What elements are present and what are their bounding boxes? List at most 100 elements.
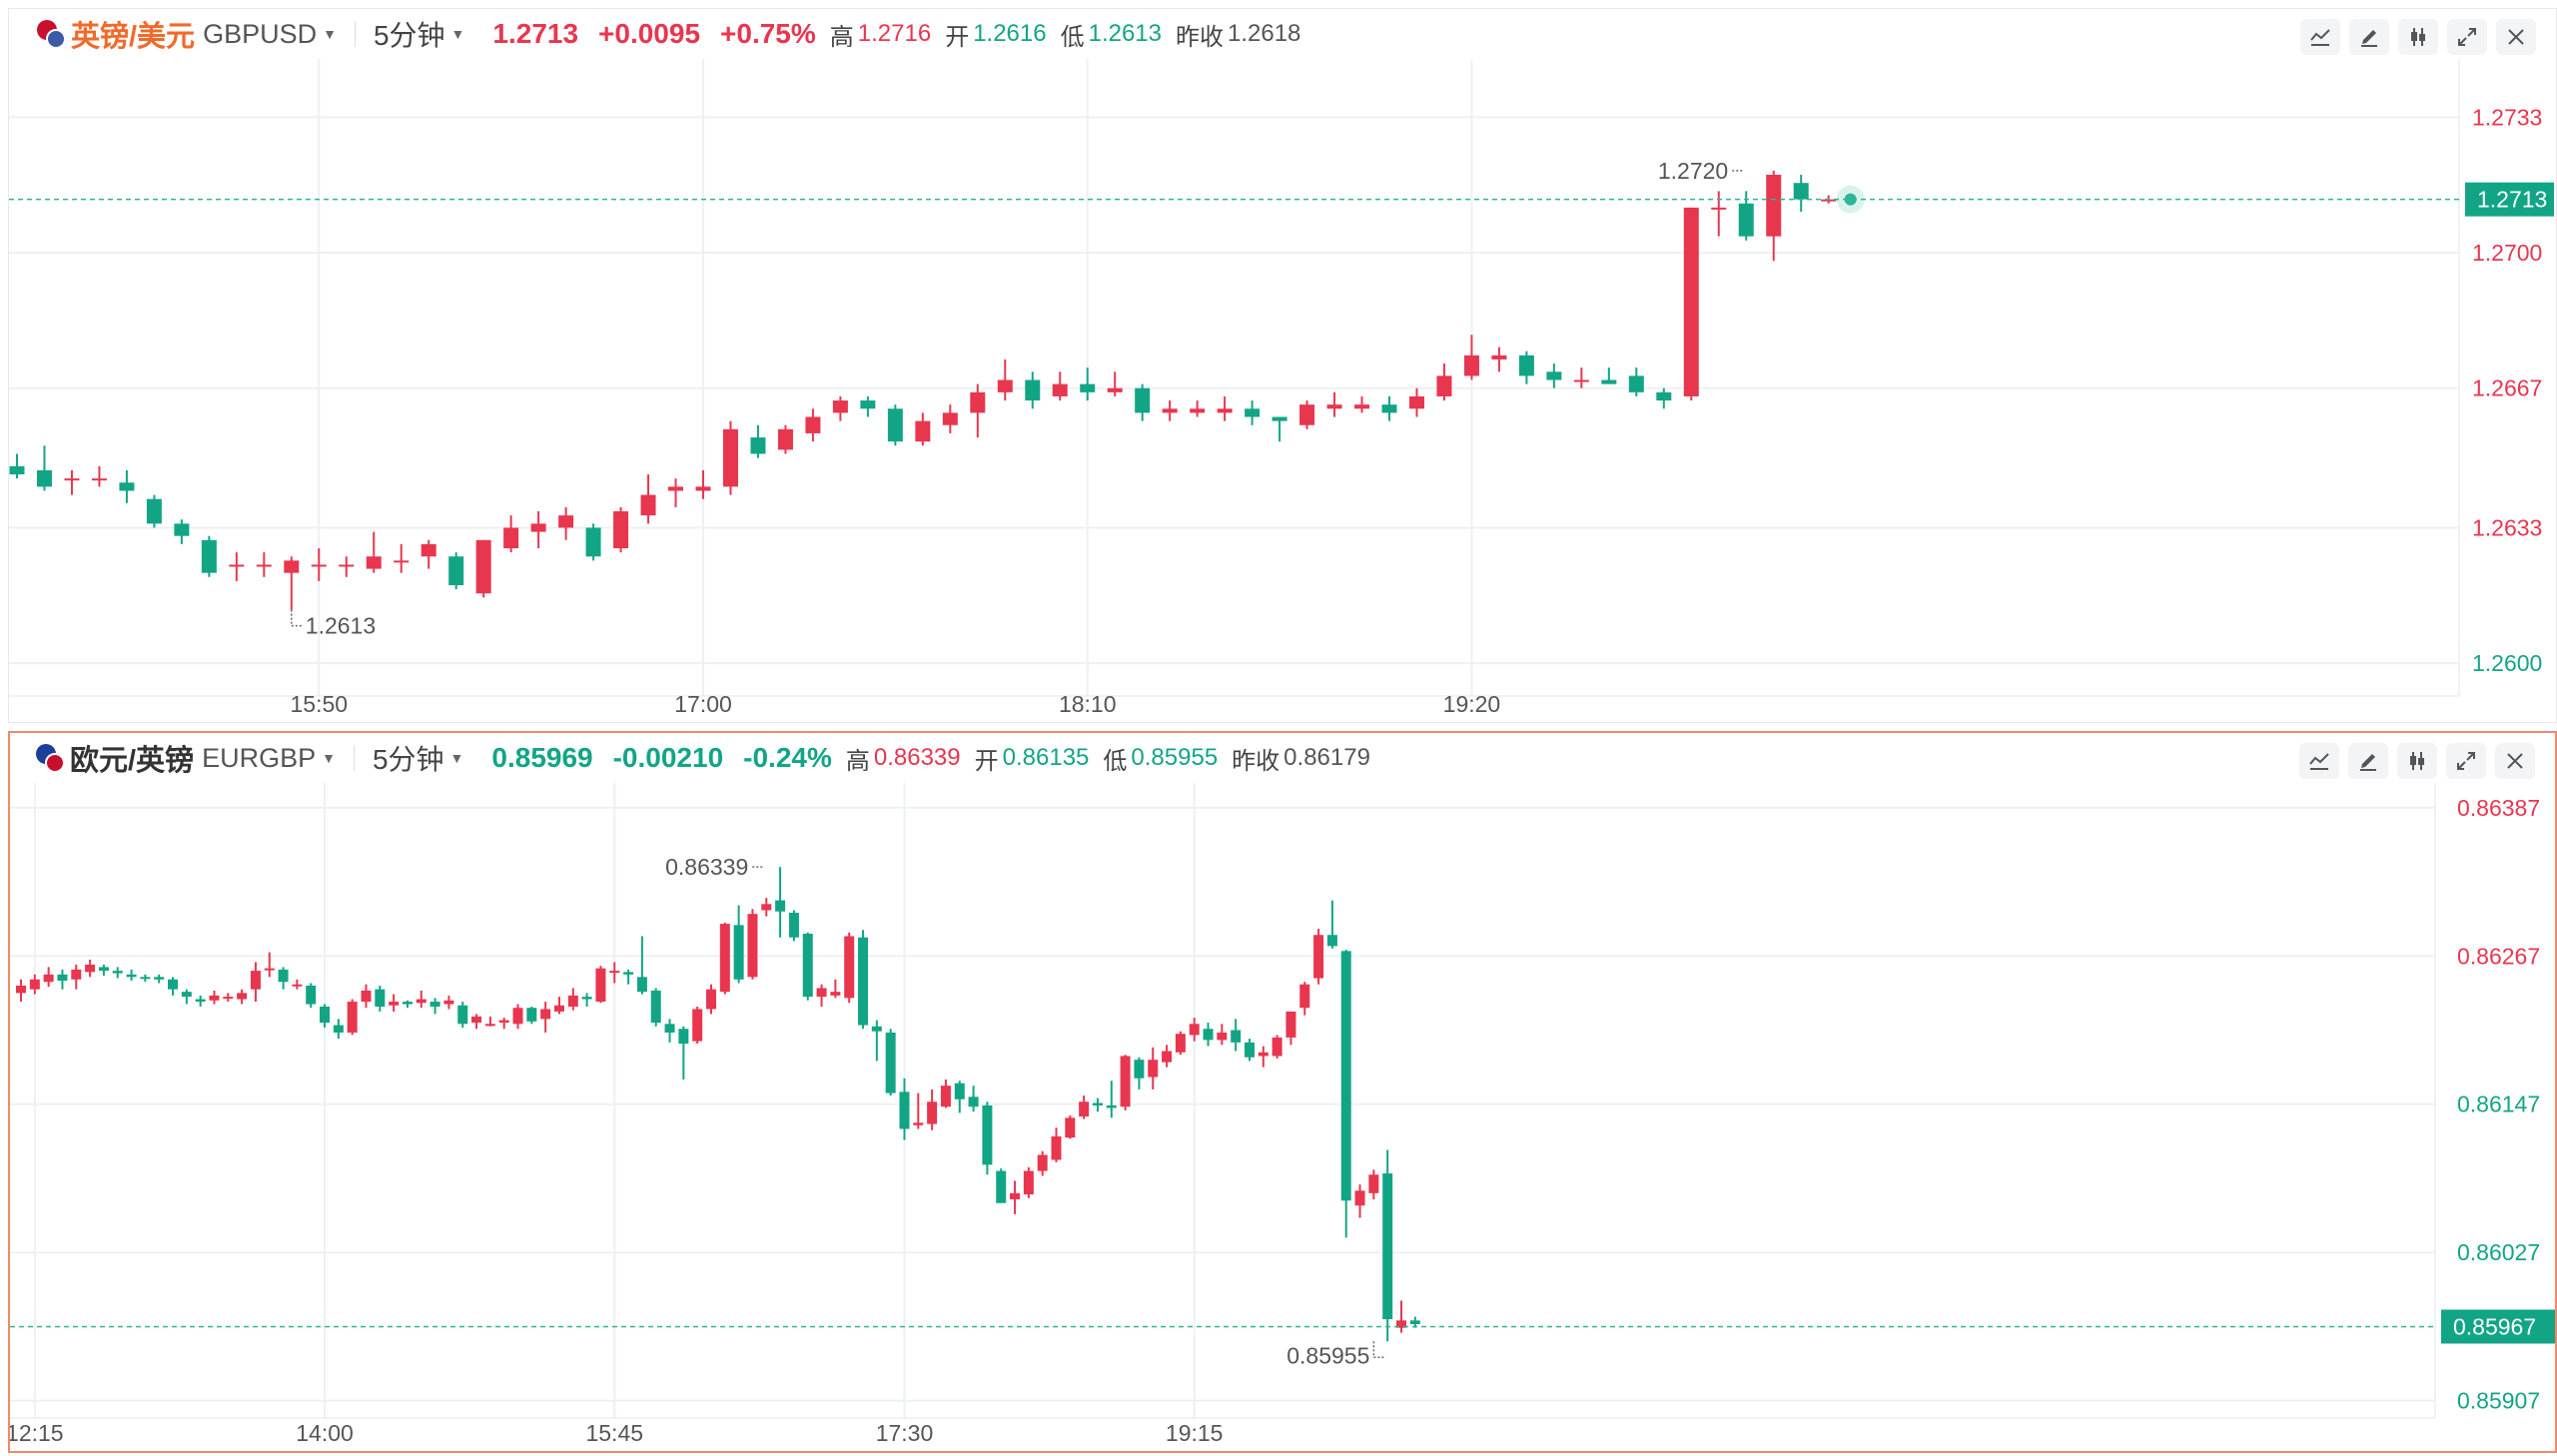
period-dropdown-icon[interactable]: ▼	[449, 750, 464, 766]
candle	[1656, 387, 1672, 409]
candle-body	[1299, 404, 1315, 425]
high-marker-label: 0.86339	[665, 854, 748, 880]
period-selector[interactable]: 5分钟	[372, 744, 444, 775]
candle	[530, 511, 546, 549]
candle-body	[471, 1016, 482, 1024]
candle-body	[292, 984, 303, 987]
candle-body	[692, 1009, 703, 1042]
candle	[1162, 1045, 1173, 1068]
candle-body	[664, 1024, 675, 1033]
candle-body	[1189, 1024, 1200, 1036]
symbol-dropdown-icon[interactable]: ▼	[323, 26, 337, 42]
indicator-button[interactable]	[2300, 19, 2340, 55]
high-label: 高	[845, 747, 870, 775]
current-price-tag	[2441, 1309, 2555, 1344]
pair-name[interactable]: 欧元/英镑	[70, 745, 195, 777]
candle-body	[1340, 951, 1351, 1201]
eurgbp-candlestick-chart[interactable]: 0.86387 0.86267 0.86147 0.86027 0.85907 12:15…	[10, 783, 2555, 1451]
draw-button[interactable]	[2349, 19, 2389, 55]
candle-body	[168, 979, 179, 990]
candle	[443, 995, 454, 1010]
candle-type-button[interactable]	[2397, 743, 2437, 779]
candle	[195, 995, 206, 1007]
candle	[471, 1014, 482, 1030]
candle-body	[761, 904, 772, 911]
candle-body	[264, 968, 275, 971]
candle	[1245, 400, 1261, 425]
candle	[567, 988, 578, 1011]
candle	[389, 994, 400, 1012]
open-label: 开	[945, 23, 970, 51]
candle	[339, 556, 355, 577]
candle-body	[733, 925, 744, 980]
close-button[interactable]	[2496, 19, 2536, 55]
expand-button[interactable]	[2447, 19, 2487, 55]
candle-body	[320, 1006, 331, 1024]
candle-body	[1244, 1042, 1255, 1058]
y-tick-label: 1.2667	[2472, 375, 2542, 401]
symbol-dropdown-icon[interactable]: ▼	[322, 750, 336, 766]
candle-body	[1326, 935, 1337, 947]
divider	[354, 21, 356, 47]
candle-body	[389, 1002, 400, 1006]
candle	[71, 964, 82, 990]
candle	[678, 1026, 689, 1080]
price-change-pct: -0.24%	[743, 742, 832, 773]
candle	[498, 1018, 509, 1030]
candle-body	[750, 437, 766, 454]
expand-button[interactable]	[2446, 743, 2486, 779]
candle-body	[347, 1002, 358, 1033]
gbpusd-candlestick-chart[interactable]: 1.2733 1.2700 1.2667 1.2633 1.2600 15:50 17:00…	[9, 59, 2556, 722]
pair-symbol[interactable]: EURGBP	[202, 742, 317, 773]
low-marker-line	[1372, 1341, 1386, 1359]
candle	[1037, 1150, 1048, 1176]
indicator-button[interactable]	[2299, 743, 2339, 779]
candle	[719, 922, 730, 995]
candle-body	[1409, 1320, 1420, 1324]
candle-body	[913, 1122, 924, 1125]
prev-close-value: 1.2618	[1228, 20, 1301, 47]
high-marker-label: 1.2720	[1658, 158, 1728, 184]
candle	[968, 1086, 979, 1112]
candle-body	[1436, 375, 1452, 396]
candle-body	[558, 515, 574, 528]
candle	[1368, 1169, 1379, 1200]
candle-body	[201, 539, 217, 573]
x-tick-label: 19:15	[1166, 1420, 1224, 1446]
candle	[1190, 400, 1206, 417]
candle-body	[1010, 1192, 1021, 1200]
candle-body	[112, 971, 123, 974]
pair-name[interactable]: 英镑/美元	[71, 21, 196, 53]
draw-button[interactable]	[2348, 743, 2388, 779]
candle	[256, 552, 272, 577]
candle-body	[747, 914, 758, 978]
candle-body	[366, 556, 382, 569]
low-marker-line	[291, 609, 304, 627]
candle	[585, 523, 601, 561]
candle-body	[1546, 371, 1562, 380]
candle-body	[229, 564, 245, 567]
candle-body	[1354, 404, 1370, 409]
pair-symbol[interactable]: GBPUSD	[203, 18, 318, 49]
candle-body	[668, 486, 684, 491]
candle	[885, 1029, 896, 1096]
candle	[140, 974, 151, 983]
low-label: 低	[1060, 23, 1085, 51]
candle-type-button[interactable]	[2398, 19, 2438, 55]
candle-body	[174, 523, 190, 536]
close-button[interactable]	[2495, 743, 2535, 779]
candle-body	[256, 564, 272, 567]
candle-body	[443, 1000, 454, 1005]
period-selector[interactable]: 5分钟	[373, 20, 445, 51]
candle	[1025, 371, 1041, 409]
candle-body	[512, 1008, 523, 1025]
price-change-pct: +0.75%	[720, 18, 816, 49]
candle	[1436, 364, 1452, 401]
candle	[996, 1168, 1007, 1203]
toolbar	[2299, 743, 2535, 779]
candle	[1313, 929, 1324, 985]
period-dropdown-icon[interactable]: ▼	[450, 26, 465, 42]
candle	[278, 967, 289, 990]
candle-icon	[2411, 28, 2425, 46]
candle-body	[885, 1032, 896, 1093]
